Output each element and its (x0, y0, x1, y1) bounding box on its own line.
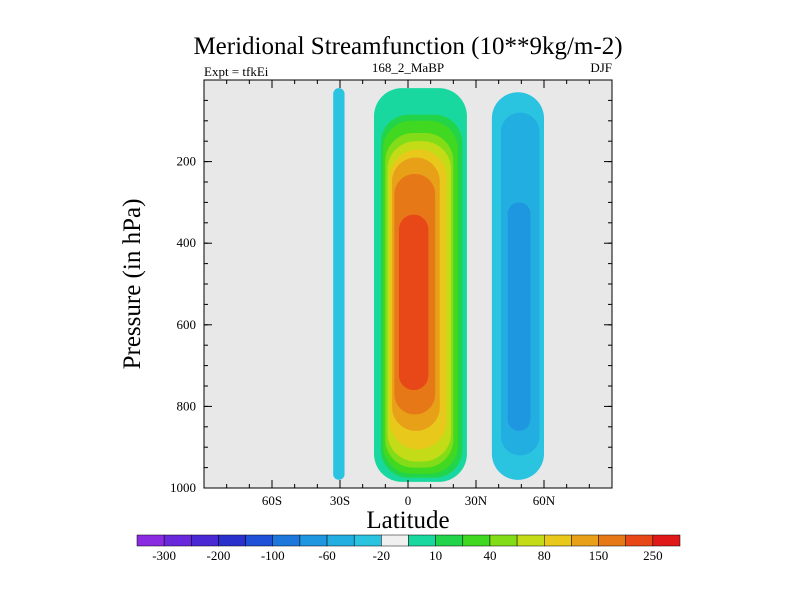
colorbar-swatch-2 (191, 534, 219, 547)
colorbar-label-5: 10 (429, 548, 442, 563)
x-axis-label: Latitude (366, 507, 449, 534)
colorbar-swatch-3 (218, 534, 246, 547)
x-tick-label-4: 60N (533, 493, 556, 508)
x-tick-label-3: 30N (465, 493, 488, 508)
colorbar-swatch-19 (652, 534, 681, 547)
colorbar-swatch-0 (136, 534, 165, 547)
y-tick-label-4: 1000 (170, 480, 196, 495)
colorbar-swatch-14 (516, 534, 545, 547)
y-axis-label: Pressure (in hPa) (119, 199, 146, 370)
chart-title: Meridional Streamfunction (10**9kg/m-2) (193, 33, 622, 60)
colorbar-swatch-16 (571, 534, 599, 547)
colorbar-label-6: 40 (483, 548, 496, 563)
colorbar-swatch-12 (462, 534, 491, 547)
colorbar-swatch-9 (381, 534, 409, 547)
colorbar-swatch-18 (625, 534, 654, 547)
contour-bands (333, 88, 544, 482)
y-tick-label-1: 400 (177, 235, 197, 250)
x-tick-label-0: 60S (262, 493, 282, 508)
colorbar-label-7: 80 (538, 548, 551, 563)
colorbar (136, 534, 681, 547)
colorbar-swatch-5 (272, 534, 301, 547)
x-tick-label-1: 30S (330, 493, 350, 508)
case-label: 168_2_MaBP (372, 60, 444, 75)
colorbar-label-9: 250 (643, 548, 663, 563)
contour-band-12 (507, 202, 531, 431)
colorbar-label-1: -200 (207, 548, 231, 563)
colorbar-swatch-10 (408, 534, 436, 547)
expt-label: Expt = tfkEi (204, 64, 269, 79)
colorbar-swatch-7 (326, 534, 355, 547)
colorbar-label-3: -60 (318, 548, 335, 563)
colorbar-labels: -300 -200 -100 -60 -20 10 40 80 150 250 (152, 548, 662, 563)
contour-band-10 (333, 88, 345, 480)
y-tick-label-0: 200 (177, 154, 197, 169)
x-axis-ticks: 60S 30S 0 30N 60N (203, 80, 613, 508)
colorbar-label-2: -100 (261, 548, 285, 563)
colorbar-swatch-15 (544, 534, 572, 547)
y-tick-label-2: 600 (177, 317, 197, 332)
colorbar-label-8: 150 (589, 548, 609, 563)
colorbar-swatch-11 (435, 534, 464, 547)
y-axis-ticks: 200 400 600 800 1000 (170, 79, 612, 495)
colorbar-swatch-6 (299, 534, 328, 547)
x-tick-label-2: 0 (405, 493, 412, 508)
colorbar-label-4: -20 (373, 548, 390, 563)
colorbar-swatch-8 (353, 534, 382, 547)
colorbar-swatch-13 (489, 534, 518, 547)
colorbar-label-0: -300 (152, 548, 176, 563)
colorbar-swatch-4 (245, 534, 274, 547)
contour-band-8 (398, 214, 429, 391)
colorbar-swatch-17 (598, 534, 626, 547)
y-tick-label-3: 800 (177, 398, 197, 413)
colorbar-swatch-1 (163, 534, 192, 547)
season-label: DJF (590, 60, 612, 75)
